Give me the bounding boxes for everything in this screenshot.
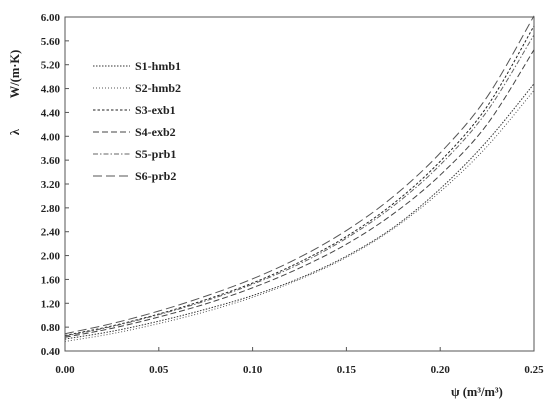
series-line-s4-exb2 (64, 49, 535, 338)
y-axis-label-symbol: λ (8, 128, 22, 135)
legend-label: S1-hmb1 (135, 59, 181, 73)
y-tick-label: 4.80 (41, 84, 61, 96)
y-axis-label-unit: W/(m·K) (8, 50, 22, 99)
series-line-s5-prb1 (64, 34, 535, 337)
x-tick-label: 0.25 (524, 364, 544, 376)
y-tick-label: 2.80 (41, 203, 61, 215)
legend-label: S2-hmb2 (135, 81, 181, 95)
legend-label: S3-exb1 (135, 103, 176, 117)
series-line-s1-hmb1 (64, 83, 535, 340)
y-tick-label: 2.40 (41, 227, 61, 239)
series-line-s2-hmb2 (64, 90, 535, 342)
x-tick-label: 0.15 (337, 364, 357, 376)
legend-label: S5-prb1 (135, 147, 176, 161)
y-tick-label: 5.60 (41, 36, 61, 48)
x-tick-label: 0.00 (55, 364, 75, 376)
y-tick-label: 4.40 (41, 107, 61, 119)
series-line-s6-prb2 (64, 15, 535, 335)
legend-label: S6-prb2 (135, 169, 176, 183)
x-axis-label: ψ (m³/m³) (451, 385, 503, 399)
y-tick-label: 3.20 (41, 179, 61, 191)
y-tick-label: 0.40 (41, 346, 61, 358)
x-tick-label: 0.05 (149, 364, 169, 376)
x-tick-label: 0.10 (243, 364, 263, 376)
y-tick-label: 1.60 (41, 274, 61, 286)
y-tick-label: 4.00 (41, 131, 61, 143)
y-tick-label: 0.80 (41, 322, 61, 334)
y-tick-label: 1.20 (41, 298, 61, 310)
series-line-s3-exb1 (64, 25, 535, 336)
y-tick-label: 3.60 (41, 155, 61, 167)
legend-label: S4-exb2 (135, 125, 176, 139)
x-tick-label: 0.20 (431, 364, 451, 376)
y-tick-label: 6.00 (41, 12, 61, 24)
y-tick-label: 2.00 (41, 251, 61, 263)
y-tick-label: 5.20 (41, 60, 61, 72)
